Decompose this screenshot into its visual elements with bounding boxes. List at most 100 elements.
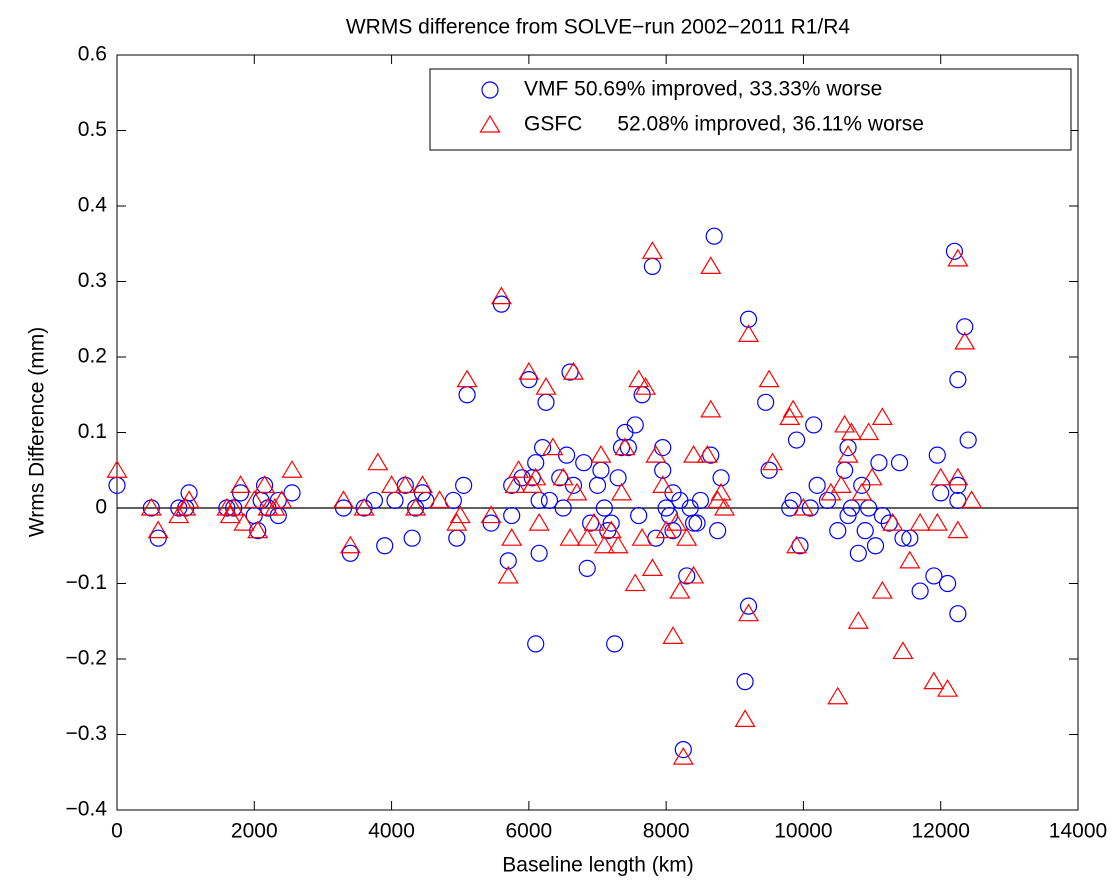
point <box>394 475 416 493</box>
point <box>247 520 269 539</box>
point <box>583 512 605 531</box>
point <box>147 520 169 539</box>
point <box>528 512 550 531</box>
point <box>842 499 861 517</box>
point <box>180 484 198 502</box>
point <box>911 582 929 600</box>
point <box>614 437 636 456</box>
point <box>792 497 814 516</box>
point <box>696 444 718 463</box>
point <box>626 416 644 434</box>
point <box>837 444 859 463</box>
point <box>662 626 684 644</box>
y-tick-label: 0.6 <box>78 43 107 66</box>
point <box>630 506 648 525</box>
y-tick-label: −0.4 <box>66 798 108 821</box>
point <box>456 369 478 388</box>
point <box>712 469 730 487</box>
y-tick-label: −0.1 <box>66 571 107 594</box>
point <box>959 431 977 449</box>
point <box>223 497 245 516</box>
y-tick-label: 0.1 <box>78 420 107 443</box>
point <box>858 422 880 441</box>
point <box>641 241 663 259</box>
point <box>890 454 909 472</box>
point <box>600 520 622 539</box>
point <box>411 475 434 493</box>
legend-marker <box>479 114 501 133</box>
chart-title: WRMS difference from SOLVE−run 2002−2011… <box>346 16 851 39</box>
point <box>530 544 548 562</box>
point <box>894 529 912 547</box>
point <box>840 422 863 441</box>
point <box>271 490 293 509</box>
point <box>761 452 784 471</box>
point <box>674 740 692 759</box>
point <box>503 506 521 525</box>
point <box>508 460 530 478</box>
point <box>243 490 265 509</box>
y-tick-label: 0 <box>95 496 107 519</box>
point <box>909 512 931 531</box>
point <box>737 603 760 622</box>
legend: VMF 50.69% improved, 33.33% worse GSFC 52… <box>429 68 1072 151</box>
point <box>758 369 780 388</box>
point <box>672 746 694 765</box>
point <box>801 499 819 517</box>
point <box>566 482 588 501</box>
legend-label: VMF 50.69% improved, 33.33% worse <box>524 78 882 101</box>
point <box>947 520 969 539</box>
x-tick-label: 10000 <box>774 820 832 843</box>
point <box>381 475 403 493</box>
point <box>365 491 384 510</box>
point <box>254 475 276 493</box>
point <box>405 497 427 516</box>
point <box>683 565 705 584</box>
point <box>901 529 919 547</box>
point <box>930 467 952 486</box>
point <box>676 528 698 546</box>
point <box>535 377 557 395</box>
point <box>791 537 809 555</box>
point <box>700 256 722 274</box>
point <box>734 709 756 727</box>
point <box>554 499 572 517</box>
point <box>787 431 806 449</box>
point <box>283 484 301 502</box>
point <box>856 522 874 540</box>
point <box>757 393 775 411</box>
point <box>949 605 967 623</box>
point <box>739 310 758 328</box>
point <box>691 491 710 510</box>
point <box>518 361 540 380</box>
point <box>808 476 826 494</box>
point <box>705 227 723 245</box>
point <box>871 407 893 425</box>
point <box>702 446 720 464</box>
point <box>782 399 804 418</box>
point <box>683 444 705 463</box>
point <box>610 482 633 501</box>
x-tick-label: 6000 <box>505 820 552 843</box>
point <box>527 454 545 472</box>
point <box>923 671 945 690</box>
point <box>784 491 802 510</box>
point <box>542 437 564 456</box>
point <box>641 558 663 576</box>
point <box>709 522 727 540</box>
legend-box <box>429 68 1072 151</box>
y-tick-label: −0.3 <box>66 722 107 745</box>
point <box>339 535 361 554</box>
legend-label: GSFC 52.08% improved, 36.11% worse <box>524 113 924 136</box>
point <box>805 416 823 434</box>
point <box>628 369 650 388</box>
point <box>429 490 451 509</box>
plot-frame <box>116 54 1079 811</box>
point <box>609 469 627 487</box>
point <box>551 469 569 487</box>
y-axis-label: Wrms Difference (mm) <box>26 327 49 537</box>
legend-marker <box>481 81 499 99</box>
point <box>945 242 964 260</box>
point <box>830 475 852 493</box>
point <box>367 452 389 471</box>
